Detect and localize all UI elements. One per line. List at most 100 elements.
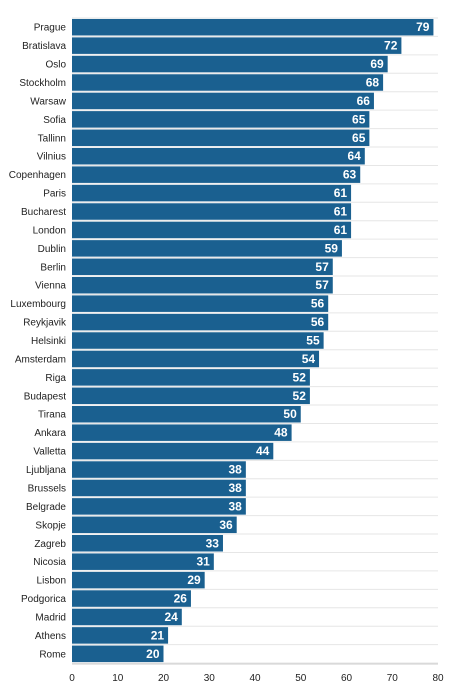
value-label: 29 bbox=[187, 573, 201, 587]
category-label: Oslo bbox=[45, 60, 66, 71]
bar-rome bbox=[72, 645, 164, 663]
category-label: Valletta bbox=[33, 447, 66, 458]
value-label: 24 bbox=[164, 610, 178, 624]
bar-luxembourg bbox=[72, 295, 329, 312]
category-label: Warsaw bbox=[30, 96, 67, 107]
category-label: Helsinki bbox=[31, 336, 66, 347]
bar-dublin bbox=[72, 240, 342, 257]
bar-reykjavik bbox=[72, 313, 329, 331]
value-label: 31 bbox=[196, 555, 210, 569]
category-label: Tallinn bbox=[38, 133, 66, 144]
value-label: 63 bbox=[343, 168, 357, 182]
x-tick-label: 80 bbox=[432, 673, 444, 684]
category-label: Copenhagen bbox=[9, 170, 66, 181]
category-label: Berlin bbox=[40, 262, 66, 273]
value-label: 56 bbox=[311, 297, 325, 311]
bar-berlin bbox=[72, 258, 333, 276]
value-label: 38 bbox=[228, 463, 242, 477]
bar-tirana bbox=[72, 405, 301, 423]
category-label: Zagreb bbox=[34, 539, 66, 550]
bar-sofia bbox=[72, 111, 370, 128]
category-label: Stockholm bbox=[19, 78, 66, 89]
category-label: Sofia bbox=[43, 115, 66, 126]
x-tick-label: 70 bbox=[387, 673, 399, 684]
bar-vilnius bbox=[72, 147, 365, 165]
category-label: Vilnius bbox=[37, 152, 66, 163]
category-label: Amsterdam bbox=[15, 354, 66, 365]
value-label: 36 bbox=[219, 518, 233, 532]
category-label: Madrid bbox=[35, 612, 66, 623]
value-label: 26 bbox=[174, 592, 188, 606]
bar-warsaw bbox=[72, 92, 374, 110]
value-label: 50 bbox=[283, 407, 297, 421]
category-labels: Prague Bratislava Oslo Stockholm Warsaw Sofia… bbox=[9, 23, 67, 661]
bar-nicosia bbox=[72, 553, 214, 570]
category-label: Belgrade bbox=[26, 502, 66, 513]
value-label: 21 bbox=[151, 628, 165, 642]
x-tick-label: 40 bbox=[249, 673, 261, 684]
value-label: 61 bbox=[334, 223, 348, 237]
value-label: 52 bbox=[293, 370, 307, 384]
value-label: 68 bbox=[366, 76, 380, 90]
category-label: Skopje bbox=[35, 520, 66, 531]
bar-skopje bbox=[72, 516, 237, 534]
category-label: Podgorica bbox=[21, 594, 66, 605]
value-label: 44 bbox=[256, 444, 270, 458]
bar-lisbon bbox=[72, 571, 205, 589]
bar-bratislava bbox=[72, 37, 402, 54]
bar-riga bbox=[72, 369, 310, 386]
value-label: 66 bbox=[357, 94, 371, 108]
bar-vienna bbox=[72, 276, 333, 294]
value-label: 55 bbox=[306, 334, 320, 348]
category-label: Paris bbox=[43, 189, 66, 200]
value-label: 57 bbox=[315, 260, 329, 274]
category-label: Luxembourg bbox=[10, 299, 66, 310]
bar-helsinki bbox=[72, 332, 324, 349]
value-label: 54 bbox=[302, 352, 316, 366]
category-label: Ankara bbox=[34, 428, 66, 439]
bar-copenhagen bbox=[72, 166, 361, 183]
bar-london bbox=[72, 221, 352, 239]
value-label: 20 bbox=[146, 647, 160, 661]
value-label: 65 bbox=[352, 131, 366, 145]
bar-zagreb bbox=[72, 535, 223, 552]
category-label: Reykjavik bbox=[23, 318, 67, 329]
category-label: Dublin bbox=[38, 244, 66, 255]
bar-ljubljana bbox=[72, 461, 246, 478]
category-label: Athens bbox=[35, 631, 66, 642]
value-label: 56 bbox=[311, 315, 325, 329]
bar-prague bbox=[72, 18, 434, 36]
bar-athens bbox=[72, 627, 169, 644]
value-label: 48 bbox=[274, 426, 288, 440]
bar-belgrade bbox=[72, 498, 246, 515]
category-label: Nicosia bbox=[33, 557, 66, 568]
value-label: 79 bbox=[416, 20, 430, 34]
bar-bucharest bbox=[72, 203, 352, 220]
category-label: Bratislava bbox=[22, 41, 66, 52]
bar-oslo bbox=[72, 55, 388, 73]
bar-amsterdam bbox=[72, 350, 320, 368]
bar-tallinn bbox=[72, 129, 370, 147]
category-label: Prague bbox=[34, 23, 67, 34]
value-label: 52 bbox=[293, 389, 307, 403]
x-tick-label: 30 bbox=[204, 673, 216, 684]
x-tick-label: 10 bbox=[112, 673, 124, 684]
value-label: 61 bbox=[334, 186, 348, 200]
category-label: Tirana bbox=[38, 410, 66, 421]
x-tick-label: 60 bbox=[341, 673, 353, 684]
grid-lines bbox=[72, 17, 438, 664]
value-label: 69 bbox=[370, 57, 384, 71]
value-label: 38 bbox=[228, 481, 242, 495]
bar-stockholm bbox=[72, 74, 384, 91]
category-label: Lisbon bbox=[37, 576, 66, 587]
category-label: Riga bbox=[45, 373, 66, 384]
value-label: 38 bbox=[228, 499, 242, 513]
bar-ankara bbox=[72, 424, 292, 441]
value-label: 33 bbox=[206, 536, 220, 550]
category-label: Ljubljana bbox=[26, 465, 66, 476]
value-label: 59 bbox=[325, 241, 339, 255]
category-label: Rome bbox=[39, 649, 66, 660]
bar-valletta bbox=[72, 442, 274, 460]
